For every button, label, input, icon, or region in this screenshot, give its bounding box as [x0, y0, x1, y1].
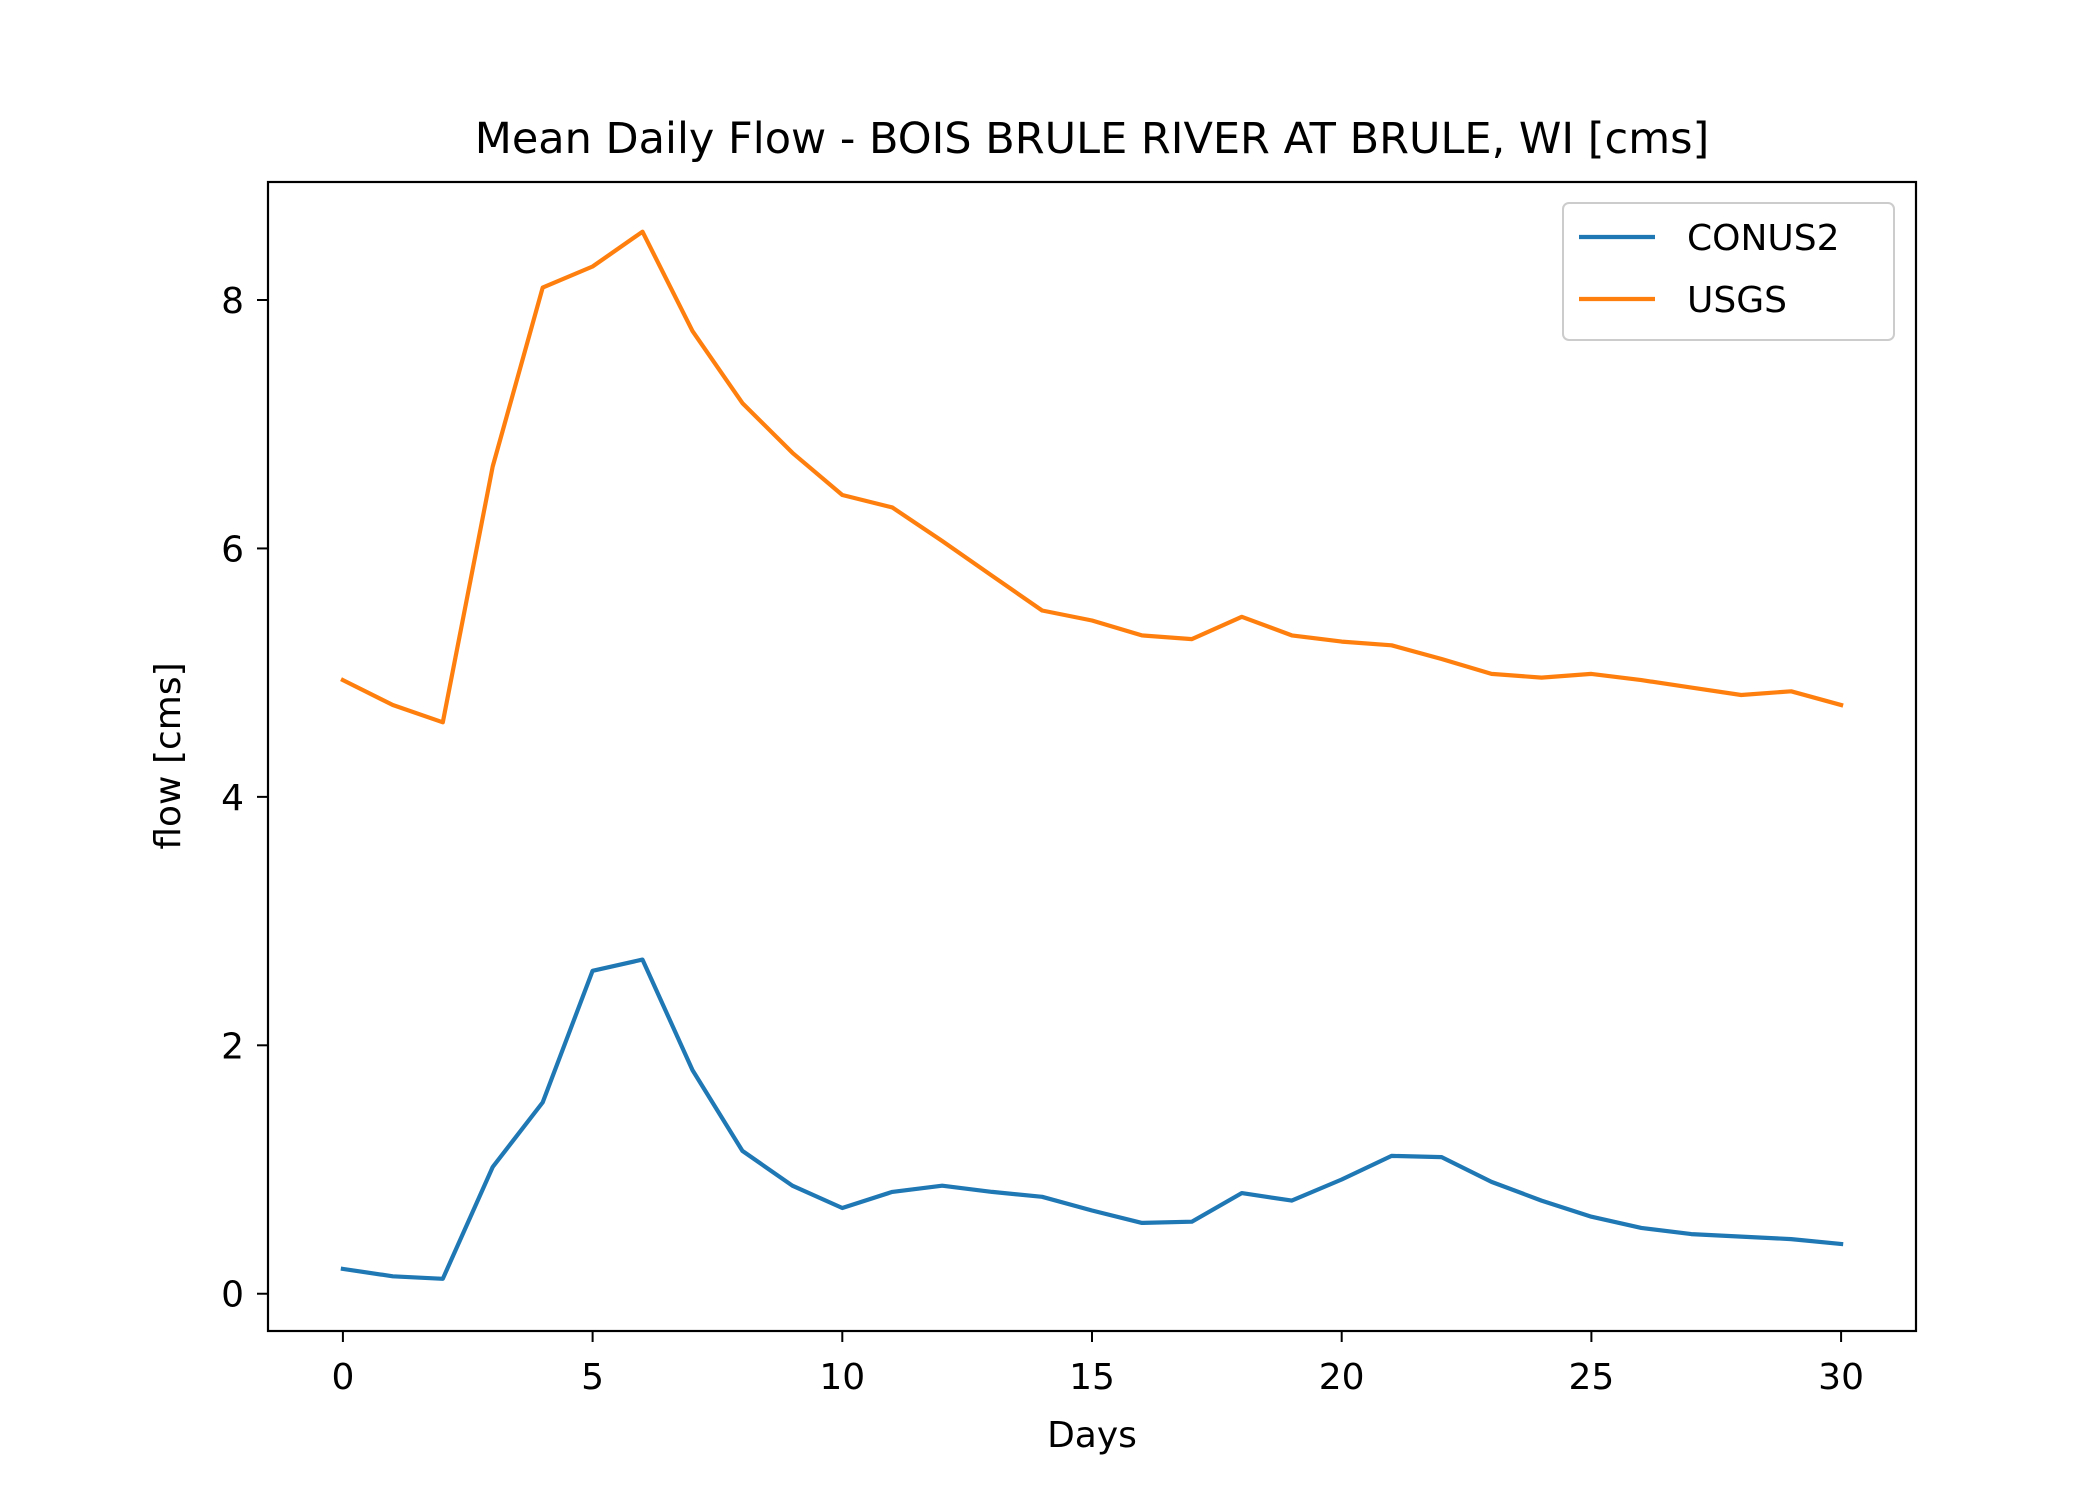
- legend-label-usgs: USGS: [1687, 280, 1787, 321]
- legend-label-conus2: CONUS2: [1687, 218, 1840, 259]
- x-axis-label: Days: [1047, 1415, 1137, 1456]
- x-axis: 0 5 10 15 20 25 30: [331, 1331, 1864, 1398]
- y-tick-label: 4: [221, 778, 244, 819]
- x-tick-label: 5: [581, 1357, 604, 1398]
- y-axis-label: flow [cms]: [148, 662, 189, 849]
- x-tick-label: 30: [1818, 1357, 1864, 1398]
- y-tick-label: 0: [221, 1275, 244, 1316]
- y-tick-label: 2: [221, 1026, 244, 1067]
- series-line-conus2: [340, 957, 1844, 1281]
- x-tick-label: 0: [331, 1357, 354, 1398]
- x-tick-label: 25: [1568, 1357, 1614, 1398]
- x-tick-label: 20: [1319, 1357, 1365, 1398]
- x-tick-label: 15: [1069, 1357, 1115, 1398]
- series-line-usgs: [340, 229, 1844, 725]
- legend: CONUS2 USGS: [1562, 202, 1895, 341]
- chart-title: Mean Daily Flow - BOIS BRULE RIVER AT BR…: [475, 114, 1710, 164]
- plot-frame: [266, 180, 1918, 1333]
- y-tick-label: 6: [221, 529, 244, 570]
- x-tick-label: 10: [819, 1357, 865, 1398]
- plot-series: [340, 229, 1844, 1281]
- y-tick-label: 8: [221, 281, 244, 322]
- y-axis: 0 2 4 6 8: [221, 281, 268, 1316]
